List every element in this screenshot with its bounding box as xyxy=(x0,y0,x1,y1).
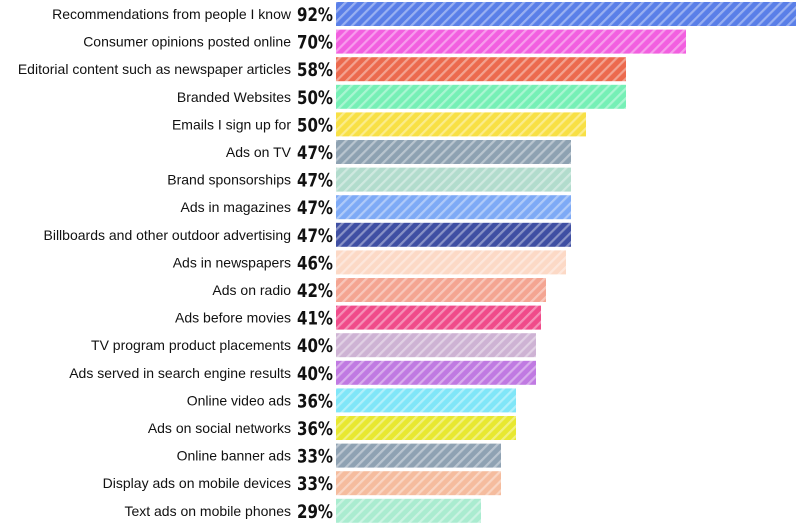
bar-15 xyxy=(336,388,516,413)
category-label: Consumer opinions posted online xyxy=(83,34,291,50)
value-label: 41% xyxy=(297,308,333,330)
bar-10 xyxy=(336,250,566,275)
category-label: Ads served in search engine results xyxy=(69,365,291,381)
category-label: Text ads on mobile phones xyxy=(124,503,291,519)
value-label: 47% xyxy=(297,142,333,164)
bar-5 xyxy=(336,112,586,137)
value-label: 36% xyxy=(297,390,333,412)
bar-11 xyxy=(336,278,546,302)
bar-6 xyxy=(336,140,571,164)
value-label: 58% xyxy=(297,59,333,81)
bar-3 xyxy=(336,57,626,82)
category-label: Ads in magazines xyxy=(180,199,291,215)
value-label: 33% xyxy=(297,473,333,495)
bar-13 xyxy=(336,333,536,358)
category-label: Ads on radio xyxy=(212,282,291,298)
bar-2 xyxy=(336,29,686,54)
category-label: Recommendations from people I know xyxy=(52,6,292,22)
value-label: 36% xyxy=(297,418,333,440)
category-label: Branded Websites xyxy=(177,89,291,105)
value-label: 42% xyxy=(297,280,333,302)
value-label: 40% xyxy=(297,335,333,357)
category-label: Emails I sign up for xyxy=(172,116,291,132)
bar-17 xyxy=(336,443,501,468)
bar-14 xyxy=(336,360,536,385)
bar-16 xyxy=(336,416,516,440)
value-label: 70% xyxy=(297,32,333,54)
category-label: TV program product placements xyxy=(91,337,291,353)
value-label: 46% xyxy=(297,252,333,274)
category-label: Editorial content such as newspaper arti… xyxy=(18,61,291,77)
value-label: 47% xyxy=(297,225,333,247)
bar-19 xyxy=(336,498,481,523)
bar-9 xyxy=(336,222,571,247)
category-label: Ads before movies xyxy=(175,310,291,326)
value-label: 40% xyxy=(297,363,333,385)
bar-18 xyxy=(336,471,501,496)
category-labels-group: Recommendations from people I know Consum… xyxy=(18,6,292,519)
bar-1 xyxy=(336,2,796,26)
value-label: 47% xyxy=(297,197,333,219)
value-label: 92% xyxy=(297,4,333,26)
category-label: Brand sponsorships xyxy=(167,172,291,188)
bar-7 xyxy=(336,167,571,192)
value-label: 33% xyxy=(297,446,333,468)
bar-12 xyxy=(336,305,541,330)
category-label: Billboards and other outdoor advertising xyxy=(44,227,292,243)
value-labels-group: 92% 70% 58% 50% 50% 47% 47% 47% 47% 46% 42% 41% 40% 4… xyxy=(297,4,333,523)
bar-4 xyxy=(336,84,626,109)
value-label: 29% xyxy=(297,501,333,523)
category-label: Ads in newspapers xyxy=(173,254,291,270)
category-label: Online banner ads xyxy=(177,448,291,464)
value-label: 50% xyxy=(297,114,333,136)
value-label: 47% xyxy=(297,170,333,192)
category-label: Ads on TV xyxy=(226,144,292,160)
bars-group xyxy=(336,2,796,523)
category-label: Display ads on mobile devices xyxy=(103,475,291,491)
value-label: 50% xyxy=(297,87,333,109)
category-label: Online video ads xyxy=(187,392,291,408)
bar-8 xyxy=(336,195,571,220)
category-label: Ads on social networks xyxy=(148,420,291,436)
